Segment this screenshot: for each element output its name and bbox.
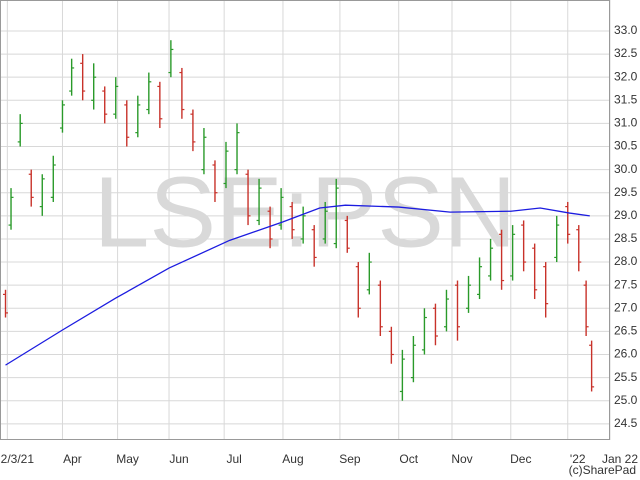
y-tick-label: 25.0 — [614, 393, 638, 407]
y-tick-label: 27.0 — [614, 300, 638, 314]
y-tick-label: 27.5 — [614, 277, 638, 291]
moving-average — [5, 204, 590, 366]
y-tick-label: 24.5 — [614, 416, 638, 430]
plot — [3, 40, 595, 401]
y-tick-label: 28.0 — [614, 254, 638, 268]
y-tick-label: 29.5 — [614, 185, 638, 199]
y-tick-label: 30.0 — [614, 162, 638, 176]
x-tick-label: Jun — [169, 452, 188, 466]
y-tick-label: 32.0 — [614, 69, 638, 83]
x-tick-label: Jul — [226, 452, 241, 466]
y-tick-label: 29.0 — [614, 208, 638, 222]
x-tick-label: Oct — [399, 452, 418, 466]
x-tick-label: 2/3/21 — [1, 452, 35, 466]
x-tick-label: Jan 22 — [602, 452, 638, 466]
plot-frame — [0, 0, 610, 440]
y-tick-label: 31.0 — [614, 116, 638, 130]
y-tick-label: 30.5 — [614, 139, 638, 153]
x-tick-label: Dec — [510, 452, 531, 466]
y-tick-label: 25.5 — [614, 370, 638, 384]
x-tick-label: '22 — [570, 452, 586, 466]
x-tick-label: Sep — [339, 452, 361, 466]
y-tick-label: 28.5 — [614, 231, 638, 245]
y-tick-label: 32.5 — [614, 46, 638, 60]
credit: (c)SharePad — [569, 463, 636, 477]
x-tick-label: May — [116, 452, 139, 466]
watermark: LSE:PSN — [94, 156, 516, 268]
x-tick-label: Aug — [282, 452, 303, 466]
x-tick-label: Apr — [63, 452, 82, 466]
x-tick-label: Nov — [451, 452, 472, 466]
y-tick-label: 26.0 — [614, 347, 638, 361]
y-tick-label: 26.5 — [614, 324, 638, 338]
y-tick-label: 33.0 — [614, 23, 638, 37]
y-tick-label: 31.5 — [614, 92, 638, 106]
